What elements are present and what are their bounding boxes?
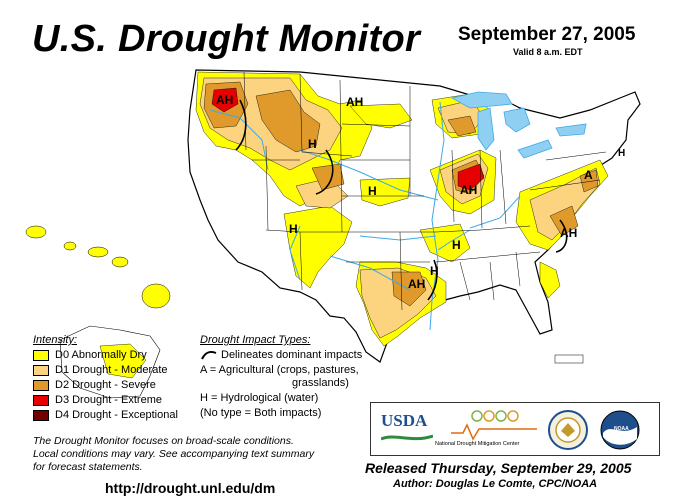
disclaimer-note: The Drought Monitor focuses on broad-sca… (33, 435, 353, 474)
puerto-rico (554, 354, 584, 364)
commerce-seal-icon (548, 410, 588, 450)
label-ah-west: AH (216, 93, 234, 107)
swatch-d0 (33, 349, 49, 361)
note-line-1: The Drought Monitor focuses on broad-sca… (33, 435, 294, 447)
alaska-dry (99, 343, 147, 379)
legend-d3-label: D3 Drought - Extreme (55, 394, 162, 406)
legend-d4-label: D4 Drought - Exceptional (55, 409, 178, 421)
swatch-d4 (33, 409, 49, 421)
swatch-d2 (33, 379, 49, 391)
map-title: U.S. Drought Monitor (32, 18, 421, 60)
label-ah-arkansas: AH (408, 277, 426, 291)
usda-swoosh-icon (381, 434, 433, 441)
impact-dominant: Delineates dominant impacts (221, 349, 363, 361)
rivers (209, 101, 521, 331)
ndmc-name: National Drought Mitigation Center (435, 441, 520, 447)
valid-time: Valid 8 a.m. EDT (513, 47, 583, 57)
hawaii (25, 225, 171, 309)
note-line-3: for forecast statements. (33, 461, 143, 473)
impact-agricultural-cont: grasslands) (292, 377, 349, 389)
legend-d2-label: D2 Drought - Severe (55, 379, 156, 391)
great-lakes (450, 91, 587, 159)
label-h-northeast: H (618, 148, 626, 159)
state-borders (243, 71, 607, 311)
impact-hydrological: H = Hydrological (water) (200, 392, 319, 404)
label-h-colorado: H (289, 222, 298, 236)
impact-line-icon (201, 350, 217, 360)
d3-areas (211, 87, 485, 191)
label-h-louisiana: H (430, 264, 439, 278)
usda-logo: USDA (381, 411, 428, 430)
map-date: September 27, 2005 (458, 24, 636, 45)
label-a-pennsylvania: A (584, 168, 593, 182)
legend-d2: D2 Drought - Severe (33, 379, 156, 391)
release-date: Released Thursday, September 29, 2005 (365, 460, 632, 476)
label-h-wyoming: H (308, 137, 317, 151)
noaa-text: NOAA (614, 426, 629, 432)
label-h-tennessee: H (452, 238, 461, 252)
label-ah-montana: AH (346, 95, 364, 109)
note-line-2: Local conditions may vary. See accompany… (33, 448, 315, 460)
noaa-seal-icon (600, 410, 640, 450)
impact-heading: Drought Impact Types: (200, 334, 311, 346)
ndmc-logo-icon (451, 410, 537, 441)
impact-lines (235, 99, 568, 301)
label-h-nebraska: H (368, 184, 377, 198)
author-line: Author: Douglas Le Comte, CPC/NOAA (393, 478, 598, 490)
logo-panel: USDA National Drought Mitigation Center … (370, 402, 660, 456)
legend-d1: D1 Drought - Moderate (33, 364, 168, 376)
intensity-heading: Intensity: (33, 334, 78, 346)
impact-agricultural: A = Agricultural (crops, pastures, (200, 364, 359, 376)
impact-both: (No type = Both impacts) (200, 407, 322, 419)
legend-d1-label: D1 Drought - Moderate (55, 364, 168, 376)
legend-d4: D4 Drought - Exceptional (33, 409, 178, 421)
swatch-d3 (33, 394, 49, 406)
legend-d0-label: D0 Abnormally Dry (55, 349, 147, 361)
label-ah-illinois: AH (460, 183, 478, 197)
legend-d0: D0 Abnormally Dry (33, 349, 147, 361)
legend-d3: D3 Drought - Extreme (33, 394, 162, 406)
website-link[interactable]: http://drought.unl.edu/dm (105, 480, 276, 496)
swatch-d1 (33, 364, 49, 376)
label-ah-virginia: AH (560, 226, 578, 240)
